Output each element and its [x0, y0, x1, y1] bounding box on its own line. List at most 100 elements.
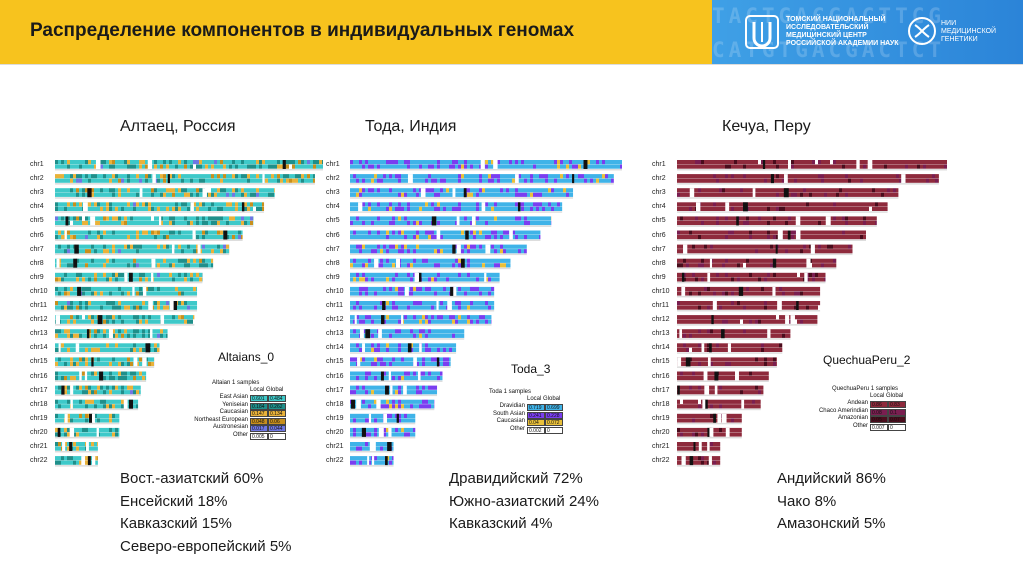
- ancestry-segment: [133, 244, 136, 249]
- ancestry-segment: [374, 319, 377, 324]
- ancestry-segment: [566, 160, 569, 165]
- ancestry-segment: [163, 202, 166, 207]
- ancestry-segment: [362, 192, 365, 197]
- ancestry-segment: [61, 347, 64, 352]
- ancestry-segment: [467, 188, 470, 193]
- ancestry-segment: [368, 319, 371, 324]
- ancestry-segment: [187, 160, 190, 165]
- ancestry-segment: [560, 164, 563, 169]
- ancestry-segment: [383, 319, 386, 324]
- ancestry-segment: [76, 277, 79, 282]
- chromosome-label: chr5: [326, 217, 340, 225]
- ancestry-segment: [485, 235, 488, 240]
- ancestry-segment: [175, 178, 178, 183]
- ancestry-segment: [365, 277, 368, 282]
- ancestry-segment: [440, 357, 443, 362]
- ancestry-segment: [392, 319, 395, 324]
- ancestry-segment: [539, 174, 542, 179]
- ancestry-segment: [94, 164, 97, 169]
- ancestry-segment: [106, 427, 109, 433]
- ancestry-segment: [455, 164, 458, 169]
- ancestry-segment: [431, 333, 434, 338]
- ancestry-segment: [512, 206, 515, 211]
- logo2-line: НИИ: [941, 20, 957, 27]
- ancestry-segment: [404, 301, 407, 306]
- ancestry-segment: [797, 188, 800, 193]
- ancestry-segment: [443, 220, 446, 226]
- gap-segment: [159, 216, 162, 226]
- ancestry-segment: [365, 230, 368, 235]
- ancestry-segment: [220, 178, 223, 183]
- ancestry-segment: [136, 333, 139, 338]
- ancestry-segment: [214, 164, 217, 169]
- ancestry-segment: [878, 192, 881, 197]
- ancestry-segment: [731, 202, 734, 207]
- ancestry-segment: [103, 385, 106, 390]
- ancestry-segment: [434, 244, 437, 249]
- ancestry-segment: [55, 418, 58, 423]
- ancestry-segment: [935, 164, 938, 169]
- ancestry-segment: [55, 220, 58, 226]
- ancestry-segment: [452, 315, 455, 320]
- ancestry-segment: [208, 235, 211, 240]
- ancestry-segment: [163, 291, 166, 296]
- ancestry-segment: [229, 202, 232, 207]
- ancestry-segment: [878, 188, 881, 193]
- ancestry-segment: [776, 174, 779, 179]
- ancestry-segment: [377, 164, 380, 169]
- ancestry-segment: [199, 277, 202, 282]
- ancestry-segment: [395, 333, 398, 338]
- ancestry-segment: [602, 164, 605, 169]
- ancestry-segment: [398, 220, 401, 226]
- ancestry-segment: [133, 174, 136, 179]
- ancestry-segment: [485, 216, 488, 221]
- gap-segment: [160, 315, 165, 325]
- ancestry-segment: [866, 174, 869, 179]
- ancestry-segment: [350, 174, 353, 179]
- ancestry-segment: [175, 249, 178, 254]
- ancestry-segment: [350, 390, 353, 395]
- ancestry-segment: [395, 206, 398, 211]
- ancestry-segment: [527, 160, 530, 165]
- ancestry-segment: [593, 164, 596, 169]
- ancestry-segment: [497, 178, 500, 183]
- ancestry-segment: [356, 258, 359, 263]
- ancestry-segment: [73, 291, 76, 296]
- ancestry-segment: [503, 244, 506, 249]
- ancestry-segment: [250, 188, 253, 193]
- ancestry-segment: [184, 230, 187, 235]
- ancestry-segment: [73, 164, 76, 169]
- ancestry-segment: [458, 329, 461, 334]
- ancestry-segment: [202, 178, 205, 183]
- ancestry-segment: [356, 272, 359, 277]
- ancestry-segment: [392, 371, 395, 376]
- ancestry-segment: [130, 235, 133, 240]
- ancestry-segment: [692, 174, 695, 179]
- ancestry-segment: [398, 347, 401, 352]
- ancestry-segment: [362, 305, 365, 310]
- ancestry-segment: [115, 192, 118, 197]
- ancestry-segment: [55, 347, 58, 352]
- ancestry-segment: [169, 206, 172, 211]
- ancestry-segment: [446, 249, 449, 254]
- ancestry-segment: [88, 286, 91, 292]
- ancestry-segment: [88, 277, 91, 282]
- ancestry-segment: [148, 329, 151, 334]
- ancestry-segment: [106, 164, 109, 169]
- ancestry-segment: [398, 427, 401, 433]
- ancestry-segment: [404, 178, 407, 183]
- ancestry-segment: [169, 263, 172, 268]
- ancestry-segment: [115, 418, 118, 423]
- ancestry-segment: [425, 333, 428, 338]
- ancestry-segment: [728, 174, 731, 179]
- ancestry-segment: [67, 286, 70, 292]
- chromosome-axis: [55, 436, 120, 439]
- ancestry-segment: [860, 160, 863, 165]
- ancestry-segment: [115, 230, 118, 235]
- ancestry-segment: [76, 216, 79, 221]
- ancestry-segment: [413, 164, 416, 169]
- ancestry-segment: [383, 258, 386, 263]
- ancestry-segment: [680, 160, 683, 165]
- ancestry-segment: [359, 347, 362, 352]
- ancestry-segment: [181, 206, 184, 211]
